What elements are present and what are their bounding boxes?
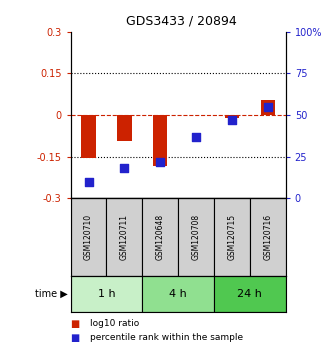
Text: 4 h: 4 h [169,289,187,299]
Point [122,165,127,171]
Point [86,179,91,184]
Text: GDS3433 / 20894: GDS3433 / 20894 [126,14,237,27]
Bar [81,115,96,158]
Text: GSM120648: GSM120648 [156,214,165,260]
Point [229,117,234,123]
Text: ■: ■ [71,333,80,343]
Text: 24 h: 24 h [238,289,262,299]
Text: time ▶: time ▶ [35,289,67,299]
Bar [214,276,286,312]
Point [265,104,270,110]
Text: 1 h: 1 h [98,289,115,299]
Bar [117,115,132,141]
Bar [107,198,142,276]
Bar [225,115,239,118]
Text: GSM120711: GSM120711 [120,214,129,260]
Text: GSM120716: GSM120716 [263,214,272,260]
Bar [153,115,167,166]
Point [158,159,163,165]
Text: percentile rank within the sample: percentile rank within the sample [90,333,243,342]
Bar [71,198,107,276]
Point [194,134,199,139]
Bar [250,198,286,276]
Bar [178,198,214,276]
Text: GSM120710: GSM120710 [84,214,93,260]
Text: GSM120708: GSM120708 [192,214,201,260]
Text: ■: ■ [71,319,80,329]
Text: log10 ratio: log10 ratio [90,319,139,327]
Bar [214,198,250,276]
Bar [261,100,275,115]
Bar [142,198,178,276]
Bar [71,276,142,312]
Text: GSM120715: GSM120715 [227,214,237,260]
Bar [142,276,214,312]
